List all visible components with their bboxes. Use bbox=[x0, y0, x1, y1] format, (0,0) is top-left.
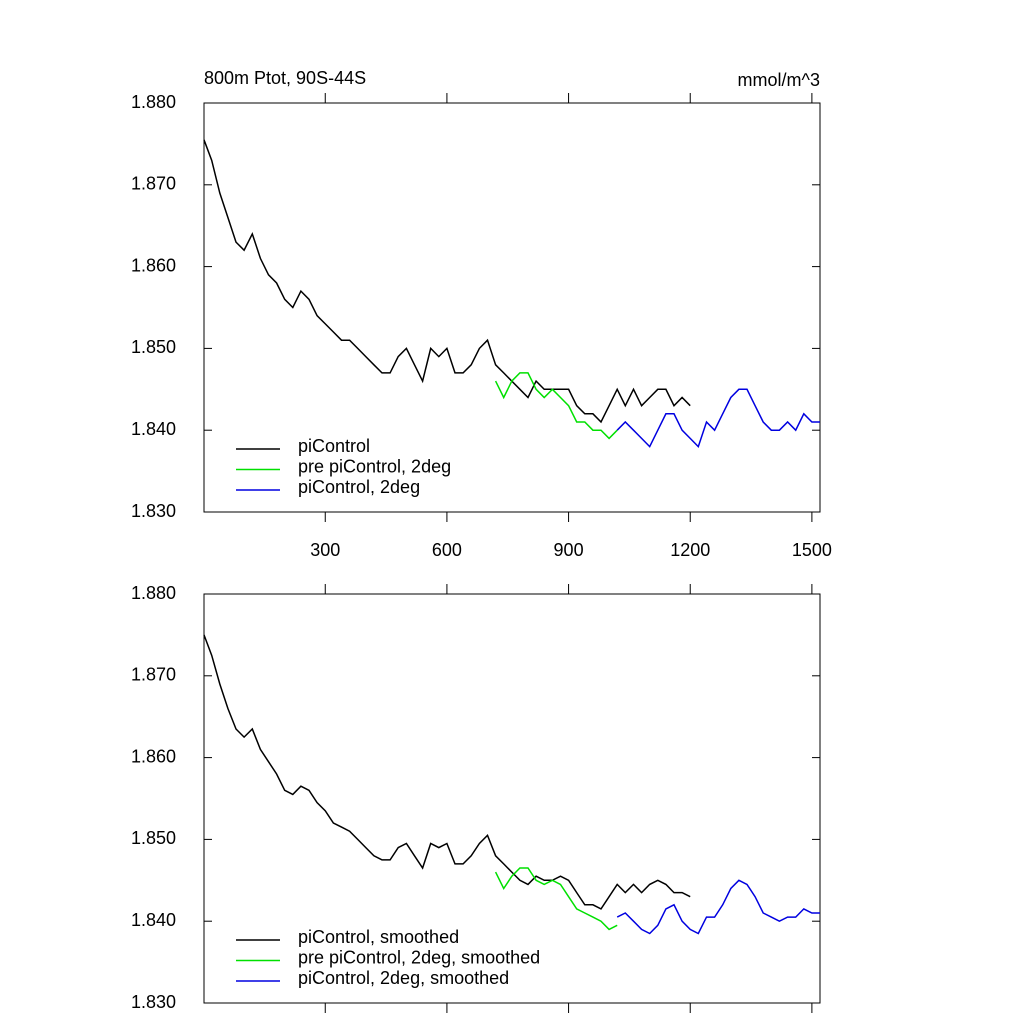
legend-label: pre piControl, 2deg bbox=[298, 456, 451, 476]
units-label: mmol/m^3 bbox=[738, 70, 820, 90]
series-line bbox=[494, 867, 618, 931]
legend-label: piControl, 2deg bbox=[298, 477, 420, 497]
series-line bbox=[203, 634, 691, 910]
legend-label: pre piControl, 2deg, smoothed bbox=[298, 947, 540, 967]
plot-frame bbox=[203, 102, 821, 513]
x-tick-label: 900 bbox=[554, 540, 584, 560]
y-tick-label: 1.870 bbox=[131, 665, 176, 685]
legend-label: piControl, 2deg, smoothed bbox=[298, 968, 509, 988]
legend-label: piControl, smoothed bbox=[298, 927, 459, 947]
y-tick-label: 1.870 bbox=[131, 174, 176, 194]
y-tick-label: 1.840 bbox=[131, 910, 176, 930]
y-tick-label: 1.850 bbox=[131, 337, 176, 357]
series-line bbox=[203, 139, 691, 424]
y-tick-label: 1.860 bbox=[131, 746, 176, 766]
x-tick-label: 1500 bbox=[792, 540, 832, 560]
y-tick-label: 1.830 bbox=[131, 501, 176, 521]
plot-frame bbox=[203, 593, 821, 1004]
y-tick-label: 1.880 bbox=[131, 583, 176, 603]
y-tick-label: 1.850 bbox=[131, 828, 176, 848]
series-line bbox=[616, 388, 820, 448]
x-tick-label: 1200 bbox=[670, 540, 710, 560]
y-tick-label: 1.840 bbox=[131, 419, 176, 439]
y-tick-label: 1.880 bbox=[131, 92, 176, 112]
legend-label: piControl bbox=[298, 436, 370, 456]
y-tick-label: 1.830 bbox=[131, 992, 176, 1012]
series-line bbox=[616, 879, 820, 935]
series-line bbox=[494, 372, 618, 440]
x-tick-label: 300 bbox=[310, 540, 340, 560]
chart-title: 800m Ptot, 90S-44S bbox=[204, 68, 366, 88]
y-tick-label: 1.860 bbox=[131, 255, 176, 275]
x-tick-label: 600 bbox=[432, 540, 462, 560]
